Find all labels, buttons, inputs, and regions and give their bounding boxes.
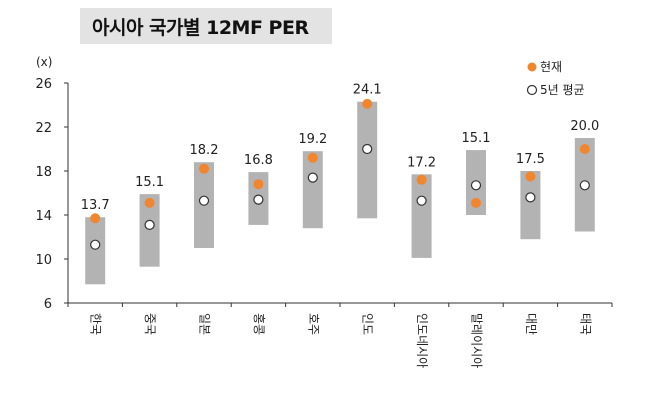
x-tick-label: 인도 <box>361 313 375 335</box>
range-bar <box>357 101 378 219</box>
legend-current-marker <box>527 62 537 72</box>
avg5y-point <box>579 180 590 191</box>
data-label: 24.1 <box>353 83 382 98</box>
data-label: 19.2 <box>298 132 327 147</box>
data-label: 15.1 <box>462 131 491 146</box>
y-tick-label: 10 <box>35 253 52 268</box>
legend: 현재 5년 평균 <box>526 60 585 97</box>
data-label: 17.5 <box>516 152 545 167</box>
chart-title: 아시아 국가별 12MF PER <box>92 16 309 39</box>
current-point <box>362 98 373 109</box>
avg5y-point <box>144 219 155 230</box>
range-bar <box>139 194 160 267</box>
avg5y-point <box>416 195 427 206</box>
avg5y-point <box>307 172 318 183</box>
x-tick-label: 말레이시아 <box>470 313 484 368</box>
y-tick-label: 6 <box>44 297 52 312</box>
range-bar <box>411 174 432 258</box>
current-point <box>199 163 209 174</box>
x-tick-label: 홍콩 <box>252 313 266 335</box>
legend-current-label: 현재 <box>540 60 562 74</box>
y-unit-label: (x) <box>36 55 52 69</box>
range-bar <box>520 171 541 240</box>
legend-avg-label: 5년 평균 <box>540 83 585 97</box>
x-tick-label: 대만 <box>524 313 538 335</box>
x-tick-label: 중국 <box>143 313 157 335</box>
current-point <box>579 144 590 154</box>
x-tick-label: 호주 <box>306 313 320 335</box>
current-point <box>471 197 481 208</box>
x-tick-label: 인도네시아 <box>415 313 429 368</box>
y-tick-label: 22 <box>35 121 52 136</box>
data-label: 17.2 <box>407 155 436 170</box>
range-bar <box>85 217 106 285</box>
y-tick-label: 18 <box>35 165 52 180</box>
data-label: 13.7 <box>81 198 110 213</box>
legend-avg-marker <box>526 84 538 96</box>
data-label: 16.8 <box>244 153 273 168</box>
range-bar <box>302 151 323 229</box>
x-tick-label: 태국 <box>578 313 592 335</box>
current-point <box>416 174 427 185</box>
x-tick-label: 한국 <box>89 313 103 335</box>
data-label: 15.1 <box>135 175 164 190</box>
avg5y-point <box>253 194 264 205</box>
avg5y-point <box>525 192 536 203</box>
x-tick-label: 일본 <box>198 313 212 335</box>
avg5y-point <box>90 239 101 250</box>
y-tick-label: 14 <box>35 209 52 224</box>
data-label: 20.0 <box>570 119 599 134</box>
avg5y-point <box>198 195 210 206</box>
current-point <box>144 197 155 208</box>
current-point <box>525 171 536 182</box>
current-point <box>307 152 318 163</box>
y-tick-label: 26 <box>35 77 52 92</box>
avg5y-point <box>362 143 373 155</box>
data-label: 18.2 <box>190 143 219 158</box>
title-box: 아시아 국가별 12MF PER <box>80 8 332 44</box>
avg5y-point <box>470 180 482 191</box>
current-point <box>90 213 101 224</box>
current-point <box>253 179 264 190</box>
